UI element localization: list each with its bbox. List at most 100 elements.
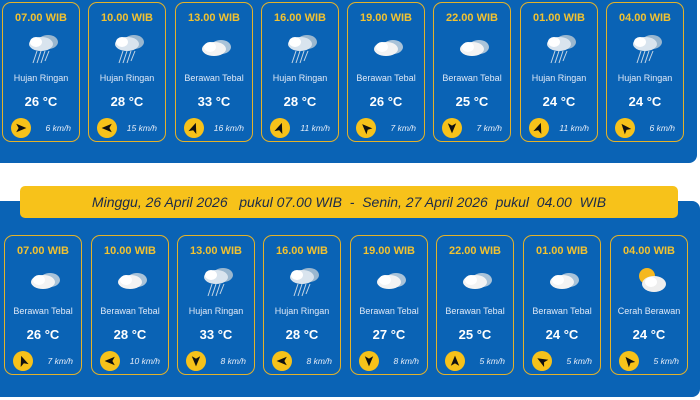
wind-direction-icon: [442, 118, 462, 138]
wind-direction-icon: [100, 351, 120, 371]
forecast-panel-day1: 07.00 WIB Hujan Ringan 26 °C 6 km/h 10.0…: [0, 0, 697, 163]
wind-direction-icon: [13, 351, 33, 371]
forecast-time: 04.00 WIB: [619, 12, 671, 24]
forecast-time: 01.00 WIB: [536, 245, 588, 257]
wind-direction-icon: [270, 118, 290, 138]
wind-speed: 11 km/h: [300, 123, 330, 133]
forecast-time: 01.00 WIB: [533, 12, 585, 24]
wind-direction-icon: [97, 118, 117, 138]
light-rain-icon: [200, 263, 236, 299]
forecast-card[interactable]: 07.00 WIB Hujan Ringan 26 °C 6 km/h: [2, 2, 80, 142]
forecast-time: 07.00 WIB: [17, 245, 69, 257]
light-rain-icon: [543, 30, 579, 66]
wind-direction-icon: [532, 351, 552, 371]
weather-condition: Berawan Tebal: [442, 73, 502, 83]
temperature: 24 °C: [632, 327, 666, 342]
wind-speed: 6 km/h: [649, 123, 675, 133]
wind-direction-icon: [529, 118, 549, 138]
forecast-time: 22.00 WIB: [449, 245, 501, 257]
weather-condition: Berawan Tebal: [100, 306, 160, 316]
temperature: 33 °C: [197, 94, 231, 109]
forecast-time: 22.00 WIB: [446, 12, 498, 24]
temperature: 25 °C: [458, 327, 492, 342]
wind-direction-icon: [11, 118, 31, 138]
weather-condition: Berawan Tebal: [532, 306, 592, 316]
forecast-card[interactable]: 13.00 WIB Hujan Ringan 33 °C 8 km/h: [177, 235, 255, 375]
forecast-card[interactable]: 16.00 WIB Hujan Ringan 28 °C 8 km/h: [263, 235, 341, 375]
forecast-card[interactable]: 04.00 WIB Hujan Ringan 24 °C 6 km/h: [606, 2, 684, 142]
forecast-card[interactable]: 22.00 WIB Berawan Tebal 25 °C 5 km/h: [436, 235, 514, 375]
weather-condition: Berawan Tebal: [13, 306, 73, 316]
temperature: 26 °C: [24, 94, 58, 109]
temperature: 33 °C: [199, 327, 233, 342]
forecast-time: 19.00 WIB: [360, 12, 412, 24]
overcast-icon: [370, 30, 406, 66]
weather-condition: Hujan Ringan: [99, 73, 155, 83]
date-range-banner: Minggu, 26 April 2026 pukul 07.00 WIB - …: [20, 186, 678, 218]
forecast-time: 13.00 WIB: [188, 12, 240, 24]
wind-speed: 5 km/h: [566, 356, 592, 366]
overcast-icon: [373, 263, 409, 299]
wind-direction-icon: [619, 351, 639, 371]
weather-condition: Hujan Ringan: [617, 73, 673, 83]
weather-condition: Hujan Ringan: [13, 73, 69, 83]
wind-speed: 7 km/h: [47, 356, 73, 366]
temperature: 28 °C: [113, 327, 147, 342]
light-rain-icon: [111, 30, 147, 66]
weather-condition: Berawan Tebal: [445, 306, 505, 316]
wind-speed: 8 km/h: [393, 356, 419, 366]
forecast-card[interactable]: 19.00 WIB Berawan Tebal 26 °C 7 km/h: [347, 2, 425, 142]
wind-speed: 10 km/h: [129, 356, 160, 366]
overcast-icon: [459, 263, 495, 299]
forecast-card[interactable]: 01.00 WIB Berawan Tebal 24 °C 5 km/h: [523, 235, 601, 375]
weather-condition: Berawan Tebal: [356, 73, 416, 83]
forecast-time: 10.00 WIB: [101, 12, 153, 24]
wind-speed: 8 km/h: [220, 356, 246, 366]
weather-condition: Hujan Ringan: [274, 306, 330, 316]
forecast-card[interactable]: 10.00 WIB Berawan Tebal 28 °C 10 km/h: [91, 235, 169, 375]
forecast-card[interactable]: 22.00 WIB Berawan Tebal 25 °C 7 km/h: [433, 2, 511, 142]
forecast-time: 19.00 WIB: [363, 245, 415, 257]
wind-direction-icon: [272, 351, 292, 371]
weather-condition: Hujan Ringan: [272, 73, 328, 83]
forecast-card[interactable]: 19.00 WIB Berawan Tebal 27 °C 8 km/h: [350, 235, 428, 375]
wind-speed: 15 km/h: [126, 123, 157, 133]
light-rain-icon: [284, 30, 320, 66]
light-rain-icon: [25, 30, 61, 66]
forecast-time: 16.00 WIB: [274, 12, 326, 24]
forecast-time: 16.00 WIB: [276, 245, 328, 257]
wind-direction-icon: [445, 351, 465, 371]
forecast-card[interactable]: 07.00 WIB Berawan Tebal 26 °C 7 km/h: [4, 235, 82, 375]
forecast-card[interactable]: 13.00 WIB Berawan Tebal 33 °C 16 km/h: [175, 2, 253, 142]
weather-condition: Berawan Tebal: [184, 73, 244, 83]
wind-speed: 6 km/h: [45, 123, 71, 133]
forecast-time: 04.00 WIB: [623, 245, 675, 257]
light-rain-icon: [629, 30, 665, 66]
forecast-card[interactable]: 04.00 WIB Cerah Berawan 24 °C 5 km/h: [610, 235, 688, 375]
forecast-card[interactable]: 01.00 WIB Hujan Ringan 24 °C 11 km/h: [520, 2, 598, 142]
forecast-card[interactable]: 10.00 WIB Hujan Ringan 28 °C 15 km/h: [88, 2, 166, 142]
temperature: 26 °C: [369, 94, 403, 109]
forecast-time: 10.00 WIB: [104, 245, 156, 257]
forecast-card[interactable]: 16.00 WIB Hujan Ringan 28 °C 11 km/h: [261, 2, 339, 142]
partly-cloudy-icon: [633, 263, 669, 299]
wind-direction-icon: [356, 118, 376, 138]
overcast-icon: [546, 263, 582, 299]
wind-speed: 8 km/h: [306, 356, 332, 366]
wind-direction-icon: [359, 351, 379, 371]
weather-condition: Hujan Ringan: [188, 306, 244, 316]
weather-condition: Hujan Ringan: [531, 73, 587, 83]
temperature: 28 °C: [285, 327, 319, 342]
temperature: 25 °C: [455, 94, 489, 109]
wind-speed: 7 km/h: [390, 123, 416, 133]
wind-speed: 16 km/h: [213, 123, 244, 133]
wind-speed: 7 km/h: [476, 123, 502, 133]
forecast-panel-day2: 07.00 WIB Berawan Tebal 26 °C 7 km/h 10.…: [0, 201, 700, 397]
overcast-icon: [456, 30, 492, 66]
overcast-icon: [114, 263, 150, 299]
forecast-time: 07.00 WIB: [15, 12, 67, 24]
weather-condition: Cerah Berawan: [617, 306, 681, 316]
forecast-time: 13.00 WIB: [190, 245, 242, 257]
wind-speed: 5 km/h: [479, 356, 505, 366]
temperature: 26 °C: [26, 327, 60, 342]
